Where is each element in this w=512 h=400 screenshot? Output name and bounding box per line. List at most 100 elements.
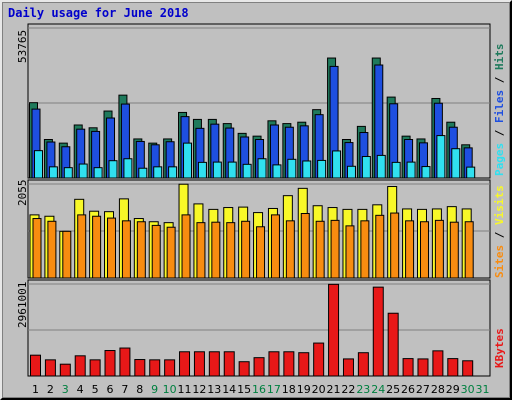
sites-bar-day-24 [375,214,385,279]
pages-bar-day-26 [406,161,416,179]
kbytes-bar-day-28 [432,350,444,377]
kbytes-bar-day-10 [164,359,176,377]
day-label-31: 31 [476,383,490,396]
day-label-5: 5 [92,383,99,396]
kbytes-bar-day-1 [30,354,41,377]
sites-bar-day-5 [92,215,102,279]
sites-bar-day-26 [405,220,415,279]
kbytes-bar-day-20 [313,342,325,377]
day-label-9: 9 [151,383,158,396]
sites-bar-day-13 [211,221,221,279]
pages-bar-day-2 [48,166,58,179]
day-label-6: 6 [106,383,113,396]
sites-bar-day-8 [136,221,146,279]
kbytes-bar-day-2 [44,359,56,377]
kbytes-bar-day-12 [193,351,205,377]
sites-bar-day-10 [166,226,176,279]
pages-bar-day-25 [391,161,401,179]
kbytes-bar-day-29 [447,358,459,377]
pages-bar-day-13 [212,161,222,179]
day-label-13: 13 [207,383,221,396]
pages-bar-day-14 [227,161,237,179]
sites-bar-day-25 [390,212,400,279]
pages-bar-day-28 [436,135,446,179]
kbytes-bar-day-24 [372,286,384,377]
pages-bar-day-17 [272,164,282,179]
pages-bar-day-1 [34,150,43,179]
sites-bar-day-11 [181,214,191,279]
sites-bar-day-27 [419,221,429,279]
day-label-7: 7 [121,383,128,396]
day-label-15: 15 [237,383,251,396]
kbytes-bar-day-26 [402,358,414,377]
kbytes-bar-day-22 [342,358,354,377]
kbytes-bar-day-7 [119,347,131,377]
day-label-14: 14 [222,383,236,396]
sites-bar-day-20 [315,220,325,279]
sites-bar-day-16 [256,226,266,279]
pages-bar-day-27 [421,166,431,179]
day-label-19: 19 [297,383,311,396]
pages-bar-day-30 [466,166,476,179]
day-label-12: 12 [192,383,206,396]
day-label-1: 1 [32,383,39,396]
day-label-29: 29 [446,383,460,396]
day-label-28: 28 [431,383,445,396]
sites-bar-day-21 [330,219,340,279]
sites-bar-day-12 [196,222,206,279]
pages-bar-day-16 [257,158,267,179]
sites-bar-day-7 [121,220,131,279]
kbytes-bar-day-17 [268,351,280,377]
kbytes-bar-day-6 [104,350,116,377]
day-label-18: 18 [282,383,296,396]
kbytes-bar-day-18 [283,351,295,377]
pages-bar-day-4 [78,163,88,179]
day-label-27: 27 [416,383,430,396]
kbytes-bar-day-14 [223,351,235,377]
day-label-17: 17 [267,383,281,396]
sites-bar-day-6 [107,217,117,279]
kbytes-bar-day-5 [89,359,101,377]
day-label-23: 23 [356,383,370,396]
kbytes-bar-day-16 [253,357,265,377]
pages-bar-day-5 [93,167,103,179]
pages-bar-day-7 [123,158,133,179]
kbytes-bar-day-9 [149,359,161,377]
pages-bar-day-10 [168,166,178,179]
pages-bar-day-20 [317,159,327,179]
pages-bar-day-12 [197,161,207,179]
pages-bar-day-19 [302,160,312,179]
pages-bar-day-24 [376,154,386,179]
pages-bar-day-23 [361,156,371,179]
day-label-4: 4 [77,383,84,396]
sites-bar-day-17 [270,214,280,279]
day-label-3: 3 [62,383,69,396]
pages-bar-day-29 [451,148,461,179]
kbytes-bar-day-30 [462,360,474,377]
day-label-16: 16 [252,383,266,396]
kbytes-bar-day-13 [208,351,220,377]
day-label-8: 8 [136,383,143,396]
sites-bar-day-23 [360,220,370,279]
sites-bar-day-9 [151,224,161,279]
day-label-20: 20 [312,383,326,396]
sites-bar-day-29 [449,221,459,279]
pages-bar-day-3 [63,167,73,179]
day-label-22: 22 [341,383,355,396]
pages-bar-day-18 [287,158,297,179]
kbytes-bar-day-8 [134,359,146,377]
kbytes-bar-day-23 [357,352,369,377]
sites-bar-day-3 [62,230,72,279]
day-label-2: 2 [47,383,54,396]
kbytes-bar-day-11 [179,351,191,377]
kbytes-bar-day-27 [417,358,429,377]
day-label-25: 25 [386,383,400,396]
pages-bar-day-21 [332,150,342,179]
sites-bar-day-30 [464,221,474,279]
day-label-26: 26 [401,383,415,396]
kbytes-bar-day-19 [298,352,310,377]
kbytes-bar-day-4 [74,355,86,377]
pages-bar-day-9 [153,166,163,179]
